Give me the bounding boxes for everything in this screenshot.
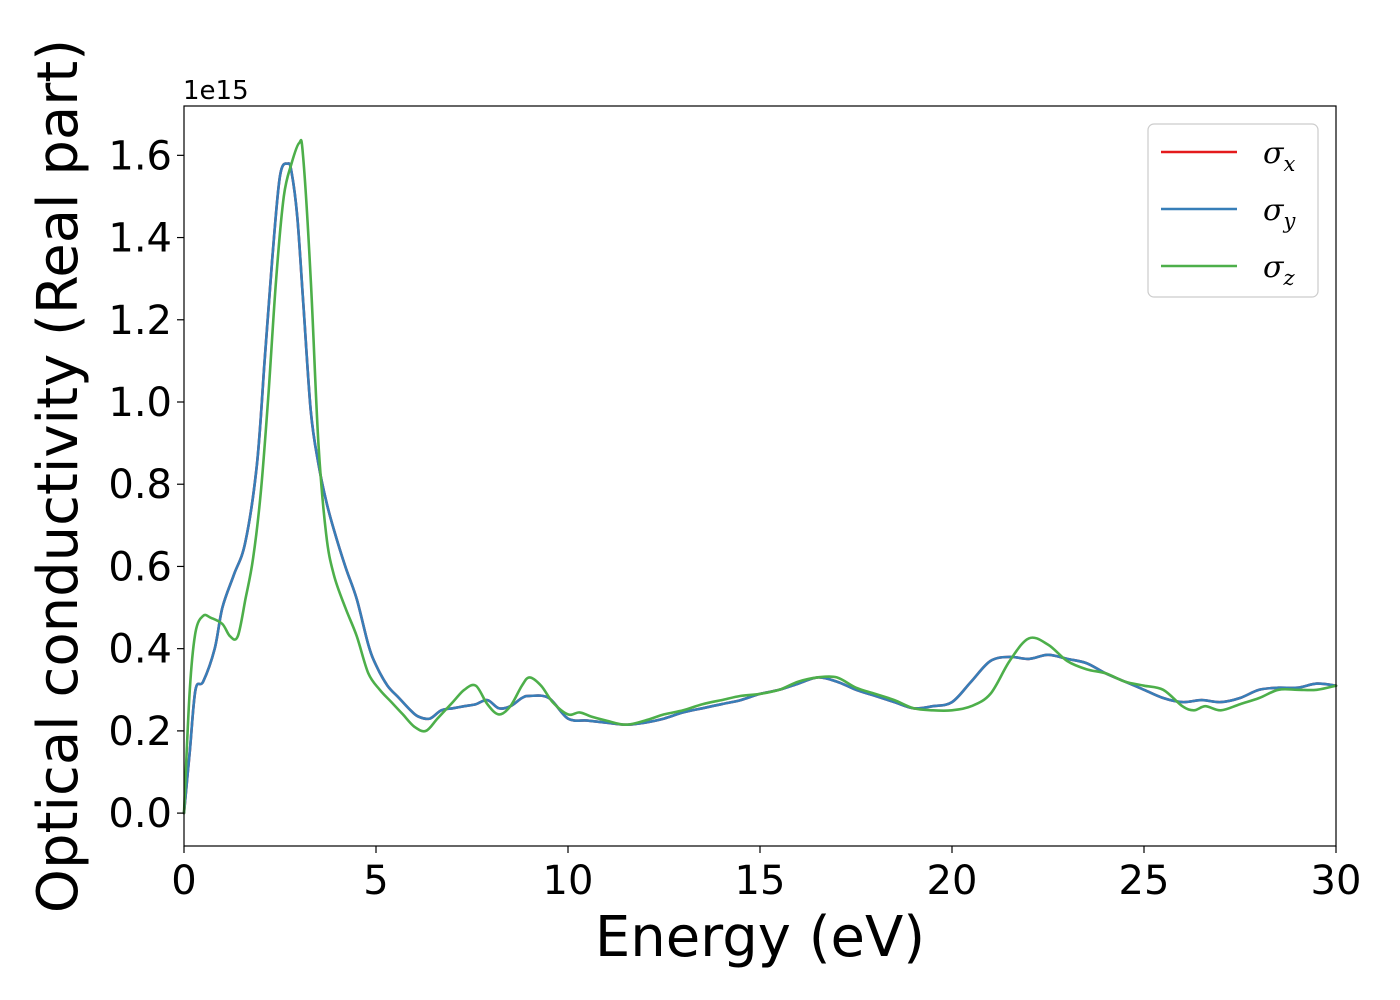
- x-tick-label: 25: [1119, 858, 1170, 904]
- series-line-z: [182, 138, 1338, 815]
- y-tick-label: 0.6: [108, 544, 172, 590]
- y-axis: 0.0 0.2 0.4 0.6 0.8 1.0 1.2 1.4 1.6: [108, 133, 184, 837]
- y-tick-label: 1.0: [108, 380, 172, 426]
- y-tick-label: 0.8: [108, 462, 172, 508]
- y-tick-label: 0.4: [108, 627, 172, 673]
- y-tick-label: 1.2: [108, 298, 172, 344]
- series-layer: [182, 138, 1338, 815]
- y-tick-label: 1.4: [108, 216, 172, 262]
- y-tick-label: 0.2: [108, 709, 172, 755]
- x-tick-label: 5: [363, 858, 388, 904]
- series-line-y: [182, 162, 1338, 815]
- y-axis-title: Optical conductivity (Real part): [26, 39, 91, 913]
- legend-label-x: σx: [1263, 136, 1295, 176]
- x-tick-label: 20: [927, 858, 978, 904]
- y-tick-label: 1.6: [108, 133, 172, 179]
- legend-frame: [1147, 123, 1319, 298]
- x-tick-label: 0: [171, 858, 196, 904]
- y-axis-offset-label: 1e15: [183, 76, 249, 106]
- x-tick-label: 10: [543, 858, 594, 904]
- x-tick-label: 15: [735, 858, 786, 904]
- x-axis: 0 5 10 15 20 25 30: [171, 846, 1361, 904]
- x-axis-title: Energy (eV): [595, 905, 925, 970]
- x-tick-label: 30: [1311, 858, 1362, 904]
- y-tick-label: 0.0: [108, 791, 172, 837]
